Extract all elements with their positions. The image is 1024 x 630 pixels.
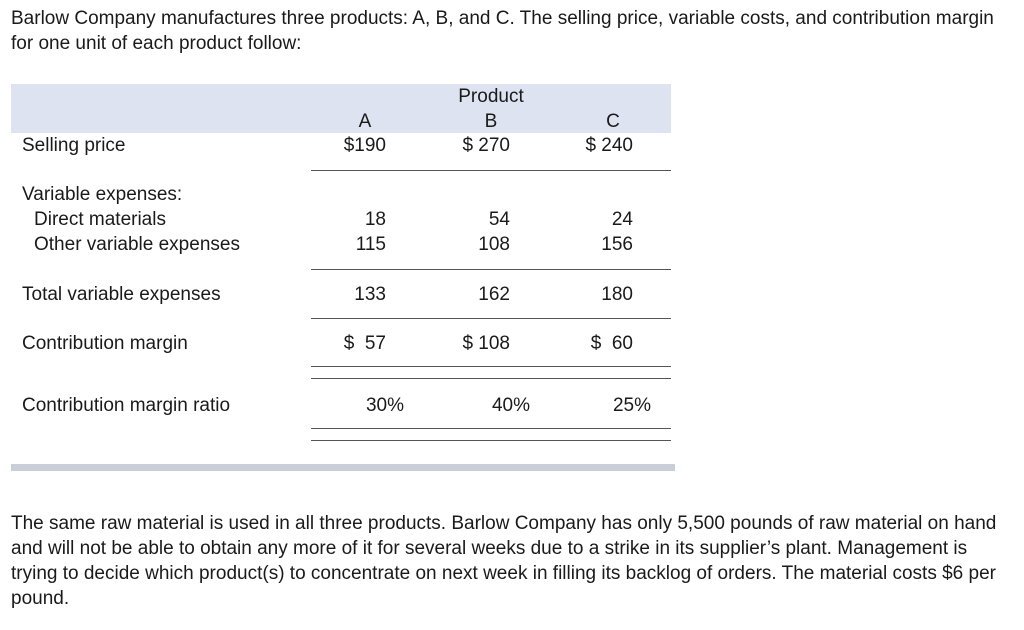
row-label-contribution-margin: Contribution margin (22, 333, 188, 354)
rule-under-selling-price (311, 170, 671, 171)
row-label-direct-materials: Direct materials (34, 209, 166, 230)
product-table: Product A B C Selling price $190 $ 270 $… (11, 84, 675, 471)
row-label-other-variable: Other variable expenses (34, 234, 240, 255)
row-label-total-variable: Total variable expenses (22, 284, 221, 305)
cell-direct-materials-b: 54 (488, 209, 510, 230)
rule-double-bottom-cm (311, 378, 671, 379)
cell-total-variable-b: 162 (478, 284, 510, 305)
table-bottom-band (11, 464, 675, 471)
column-header-c: C (606, 111, 620, 132)
rule-double-bottom-ratio (311, 440, 671, 441)
cell-contribution-margin-b: $ 108 (462, 333, 510, 354)
cell-cm-ratio-a: 30% (365, 395, 404, 416)
table-header-band (11, 84, 671, 133)
cell-other-variable-c: 156 (601, 234, 633, 255)
rule-under-variable-expenses (311, 269, 671, 270)
closing-paragraph: The same raw material is used in all thr… (11, 513, 997, 609)
cell-direct-materials-a: 18 (364, 209, 386, 230)
row-label-cm-ratio: Contribution margin ratio (22, 395, 231, 416)
cell-cm-ratio-c: 25% (612, 395, 651, 416)
intro-paragraph: Barlow Company manufactures three produc… (11, 8, 994, 54)
rule-double-top-ratio (311, 428, 671, 429)
cell-total-variable-c: 180 (601, 284, 633, 305)
cell-cm-ratio-b: 40% (491, 395, 530, 416)
cell-other-variable-b: 108 (478, 234, 510, 255)
cell-selling-price-b: $ 270 (462, 135, 510, 156)
row-label-variable-expenses: Variable expenses: (22, 184, 183, 205)
row-label-selling-price: Selling price (22, 135, 126, 156)
column-header-b: B (484, 111, 498, 132)
rule-under-total-variable (311, 318, 671, 319)
cell-contribution-margin-c: $ 60 (590, 333, 633, 354)
product-group-header: Product (458, 86, 524, 107)
cell-direct-materials-c: 24 (611, 209, 633, 230)
cell-total-variable-a: 133 (354, 284, 386, 305)
cell-contribution-margin-a: $ 57 (343, 333, 386, 354)
cell-other-variable-a: 115 (355, 234, 386, 255)
cell-selling-price-a: $190 (343, 135, 386, 156)
column-header-a: A (358, 111, 372, 132)
cell-selling-price-c: $ 240 (585, 135, 633, 156)
rule-double-top-cm (311, 366, 671, 367)
